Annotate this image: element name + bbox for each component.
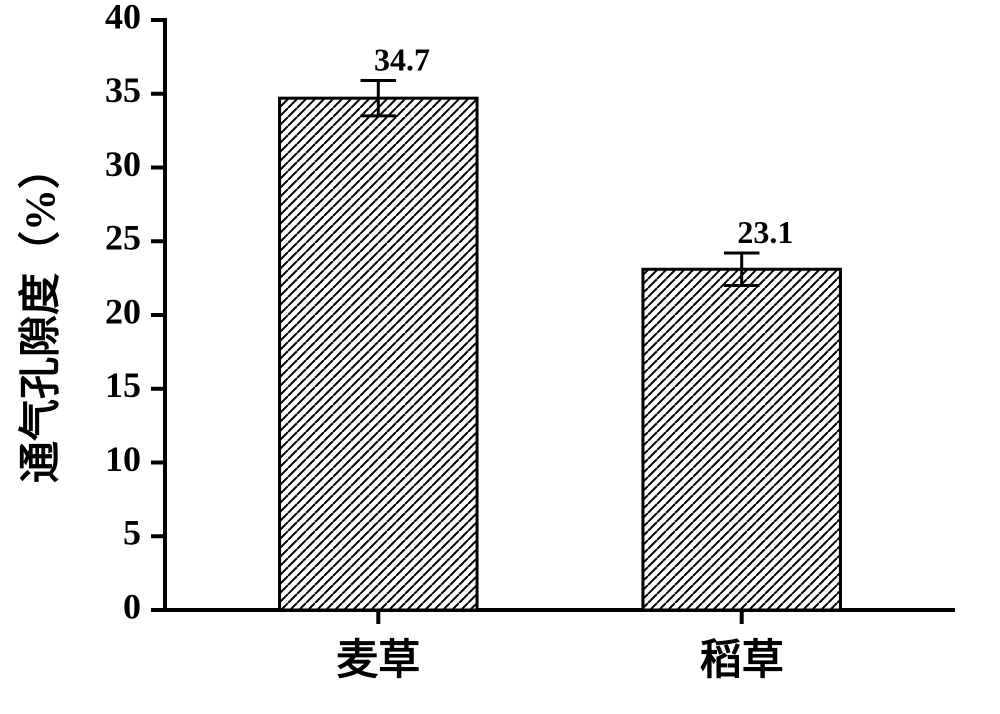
bar-chart: 0 5 10 15 20 25 30 35 40 通气孔隙度（%） 34.7 麦草 23.1 稻草 <box>0 0 1000 714</box>
y-tick-label: 20 <box>105 291 141 331</box>
y-tick-label: 5 <box>123 513 141 553</box>
bar <box>643 269 841 610</box>
y-tick-label: 35 <box>105 70 141 110</box>
y-tick-label: 15 <box>105 365 141 405</box>
category-label: 麦草 <box>336 637 420 684</box>
category-label: 稻草 <box>700 637 784 684</box>
bar <box>280 98 478 610</box>
y-tick-label: 25 <box>105 218 141 258</box>
y-tick-label: 0 <box>123 586 141 626</box>
y-axis-label: 通气孔隙度（%） <box>18 147 65 483</box>
data-label: 23.1 <box>737 214 793 250</box>
y-tick-label: 40 <box>105 0 141 36</box>
data-label: 34.7 <box>374 41 430 77</box>
y-tick-label: 30 <box>105 144 141 184</box>
y-tick-label: 10 <box>105 439 141 479</box>
